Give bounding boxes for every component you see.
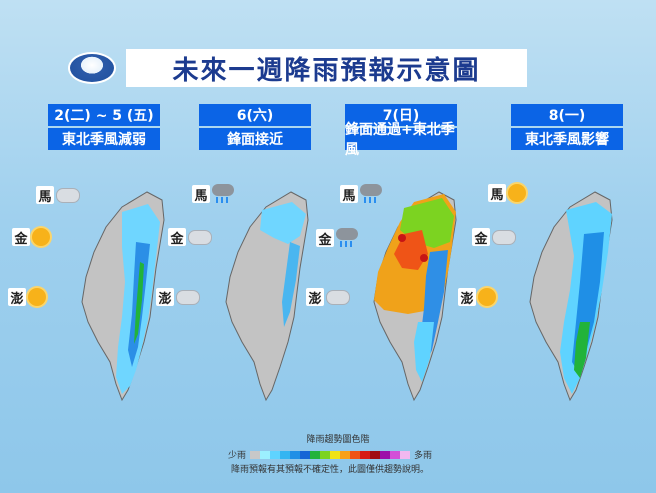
penghu-label: 澎 <box>458 288 476 307</box>
column-desc: 鋒面通過+東北季風 <box>345 122 457 158</box>
cloudy-icon <box>326 289 350 305</box>
taiwan-rain-map-3 <box>373 191 457 402</box>
legend-swatch <box>270 450 281 459</box>
legend-high: 多雨 <box>414 451 433 461</box>
matsu-label: 馬 <box>340 185 358 204</box>
island-kinmen-1: 金 <box>12 228 50 247</box>
island-penghu-3: 澎 <box>306 288 350 307</box>
island-penghu-2: 澎 <box>156 288 200 307</box>
legend-swatch <box>390 450 401 459</box>
island-matsu-1: 馬 <box>36 186 80 205</box>
legend-swatch <box>250 450 261 459</box>
taiwan-rain-map-4 <box>529 191 613 402</box>
matsu-label: 馬 <box>36 186 54 205</box>
legend-swatch <box>300 450 311 459</box>
cloudy-icon <box>492 229 516 245</box>
legend-swatch <box>340 450 351 459</box>
column-desc: 鋒面接近 <box>199 128 311 150</box>
island-penghu-1: 澎 <box>8 288 46 307</box>
legend-swatch <box>260 450 271 459</box>
legend-swatch <box>320 450 331 459</box>
legend-swatch <box>330 450 341 459</box>
page-title: 未來一週降雨預報示意圖 <box>172 55 481 86</box>
column-desc: 東北季風減弱 <box>48 128 160 150</box>
column-header-4: 8(一) 東北季風影響 <box>511 104 623 152</box>
legend-swatch <box>350 450 361 459</box>
rain-icon <box>360 184 382 204</box>
sunny-icon <box>28 288 46 306</box>
island-kinmen-3: 金 <box>316 228 358 248</box>
legend-bar <box>250 450 411 459</box>
island-matsu-4: 馬 <box>488 184 526 203</box>
legend-title: 降雨趨勢圖色階 <box>306 435 370 445</box>
rain-icon <box>336 228 358 248</box>
kinmen-label: 金 <box>168 228 186 247</box>
kinmen-label: 金 <box>316 229 334 248</box>
matsu-label: 馬 <box>192 185 210 204</box>
island-matsu-2: 馬 <box>192 184 234 204</box>
sunny-icon <box>32 228 50 246</box>
island-kinmen-2: 金 <box>168 228 212 247</box>
island-kinmen-4: 金 <box>472 228 516 247</box>
disclaimer-note: 降雨預報有其預報不確定性，此圖僅供趨勢說明。 <box>230 465 429 475</box>
kinmen-label: 金 <box>472 228 490 247</box>
penghu-label: 澎 <box>156 288 174 307</box>
column-header-3: 7(日) 鋒面通過+東北季風 <box>345 104 457 158</box>
column-date: 8(一) <box>511 104 623 126</box>
cwa-logo <box>68 52 116 84</box>
island-penghu-4: 澎 <box>458 288 496 307</box>
taiwan-rain-map-2 <box>225 191 309 402</box>
matsu-label: 馬 <box>488 184 506 203</box>
title-box: 未來一週降雨預報示意圖 <box>126 49 527 87</box>
legend-swatch <box>310 450 321 459</box>
kinmen-label: 金 <box>12 228 30 247</box>
cloudy-icon <box>56 187 80 203</box>
legend-swatch <box>280 450 291 459</box>
legend-swatch <box>360 450 371 459</box>
column-date: 6(六) <box>199 104 311 126</box>
column-header-1: 2(二) ~ 5 (五) 東北季風減弱 <box>48 104 160 152</box>
rain-icon <box>212 184 234 204</box>
column-date: 7(日) <box>345 104 457 126</box>
column-header-2: 6(六) 鋒面接近 <box>199 104 311 152</box>
legend-swatch <box>370 450 381 459</box>
taiwan-rain-map-1 <box>81 191 165 402</box>
legend-swatch <box>400 450 411 459</box>
cloudy-icon <box>188 229 212 245</box>
penghu-label: 澎 <box>306 288 324 307</box>
legend-low: 少雨 <box>228 451 247 461</box>
sunny-icon <box>508 184 526 202</box>
legend: 降雨趨勢圖色階 少雨 多雨 <box>228 432 448 461</box>
column-date: 2(二) ~ 5 (五) <box>48 104 160 126</box>
penghu-label: 澎 <box>8 288 26 307</box>
island-matsu-3: 馬 <box>340 184 382 204</box>
legend-swatch <box>290 450 301 459</box>
column-desc: 東北季風影響 <box>511 128 623 150</box>
sunny-icon <box>478 288 496 306</box>
legend-swatch <box>380 450 391 459</box>
cloudy-icon <box>176 289 200 305</box>
